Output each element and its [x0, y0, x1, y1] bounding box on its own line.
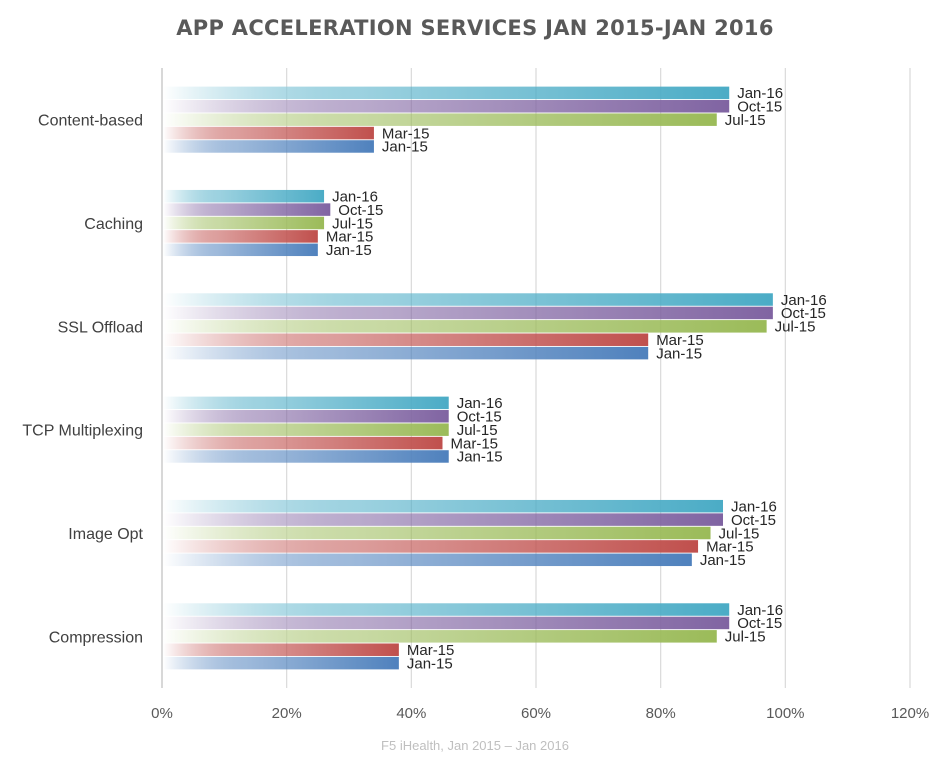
category-label: Caching: [84, 216, 143, 233]
bar-jan-15-compression: [163, 656, 399, 670]
grid-layer: [286, 68, 911, 688]
bar-data-label: Jan-16: [332, 188, 378, 205]
bar-data-label: Jan-16: [737, 602, 783, 619]
bar-jan-16-content-based: [163, 86, 730, 100]
bar-data-label: Mar-15: [326, 229, 374, 246]
x-tick-label: 60%: [521, 705, 551, 722]
bar-data-label: Jan-15: [700, 552, 746, 569]
bar-data-label: Jul-15: [725, 629, 766, 646]
x-tick-label: 100%: [766, 705, 804, 722]
bar-data-label: Jul-15: [457, 422, 498, 439]
bar-mar-15-image-opt: [163, 540, 699, 553]
bar-data-label: Oct-15: [737, 615, 782, 632]
category-label: Compression: [49, 629, 143, 646]
bar-mar-15-compression: [163, 643, 399, 656]
bar-data-label: Jan-15: [326, 242, 372, 259]
bar-data-label: Mar-15: [656, 332, 704, 349]
bar-data-label: Oct-15: [338, 202, 383, 219]
bar-jul-15-image-opt: [163, 526, 711, 540]
bar-mar-15-content-based: [163, 126, 374, 140]
category-label: SSL Offload: [58, 319, 143, 336]
bar-oct-15-image-opt: [163, 513, 723, 526]
bar-oct-15-tcp-multiplexing: [163, 410, 449, 423]
bar-data-label: Jul-15: [725, 112, 766, 129]
bar-data-label: Oct-15: [457, 409, 502, 426]
bar-data-label: Jan-15: [382, 139, 428, 156]
bar-data-label: Jan-16: [457, 395, 503, 412]
x-tick-label: 20%: [272, 705, 302, 722]
bar-layer: [163, 86, 773, 670]
bar-data-label: Jan-15: [656, 345, 702, 362]
chart-footer: F5 iHealth, Jan 2015 – Jan 2016: [381, 738, 569, 753]
bar-oct-15-ssl-offload: [163, 306, 773, 320]
axis-layer: 0% 20% 40% 60% 80% 100% 120% Content-based Cachi…: [22, 68, 929, 722]
category-label: TCP Multiplexing: [22, 423, 143, 440]
bar-data-label: Jan-16: [781, 292, 827, 309]
bar-jan-15-ssl-offload: [163, 346, 649, 360]
x-tick-label: 80%: [646, 705, 676, 722]
bar-jan-15-content-based: [163, 140, 374, 153]
bar-data-label: Jan-16: [731, 498, 777, 515]
bar-data-label: Mar-15: [382, 125, 430, 142]
bar-jul-15-tcp-multiplexing: [163, 423, 449, 436]
bar-jan-15-image-opt: [163, 553, 692, 567]
bar-data-label: Jan-15: [457, 449, 503, 466]
bar-data-label: Mar-15: [407, 642, 455, 659]
bar-oct-15-content-based: [163, 100, 730, 113]
bar-data-label: Oct-15: [737, 99, 782, 116]
bar-data-label: Jul-15: [775, 319, 816, 336]
x-tick-label: 120%: [891, 705, 929, 722]
bar-data-label: Oct-15: [781, 305, 826, 322]
bar-data-label: Oct-15: [731, 512, 776, 529]
bar-jan-16-image-opt: [163, 499, 723, 513]
bar-jan-16-caching: [163, 189, 325, 203]
bar-jul-15-caching: [163, 216, 325, 230]
bar-data-label: Mar-15: [706, 539, 754, 556]
category-label: Content-based: [38, 113, 143, 130]
bar-mar-15-caching: [163, 230, 318, 243]
bar-mar-15-ssl-offload: [163, 333, 649, 346]
bar-jan-15-tcp-multiplexing: [163, 450, 449, 463]
bar-data-label: Jan-16: [737, 85, 783, 102]
chart-title: APP ACCELERATION SERVICES JAN 2015-JAN 2…: [176, 16, 774, 40]
bar-jan-15-caching: [163, 243, 318, 257]
bar-jan-16-compression: [163, 603, 730, 616]
bar-data-label: Jan-15: [407, 655, 453, 672]
bar-jul-15-content-based: [163, 113, 717, 126]
label-layer: Jan-16Oct-15Jul-15Mar-15Jan-15Jan-16Oct-…: [326, 85, 827, 672]
bar-data-label: Jul-15: [719, 525, 760, 542]
bar-jul-15-compression: [163, 630, 717, 643]
bar-oct-15-caching: [163, 203, 331, 216]
bar-mar-15-tcp-multiplexing: [163, 436, 443, 450]
bar-data-label: Jul-15: [332, 215, 373, 232]
bar-jan-16-ssl-offload: [163, 293, 773, 306]
x-tick-label: 0%: [151, 705, 173, 722]
category-label: Image Opt: [68, 526, 143, 543]
x-tick-label: 40%: [396, 705, 426, 722]
bar-jan-16-tcp-multiplexing: [163, 396, 449, 410]
bar-jul-15-ssl-offload: [163, 320, 767, 333]
bar-oct-15-compression: [163, 616, 730, 630]
bar-data-label: Mar-15: [451, 435, 499, 452]
